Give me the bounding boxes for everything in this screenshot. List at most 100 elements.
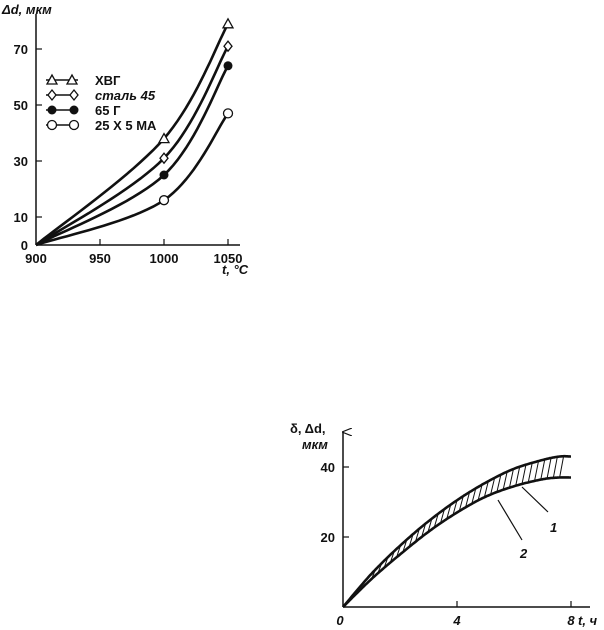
chart1-data-point: [222, 108, 234, 119]
chart2-xlabel: t, ч: [578, 613, 598, 628]
triangle-marker-icon: [65, 73, 79, 85]
chart1-data-point: [159, 170, 169, 180]
series-2-leader-line: [497, 499, 523, 541]
chart2-y-tick: 20: [321, 530, 349, 545]
chart2-x-tick-label: 4: [452, 613, 461, 628]
chart2-series-line-1: [342, 454, 571, 608]
hatch-line: [508, 468, 514, 488]
chart1-x-tick-label: 1000: [150, 251, 179, 266]
series-2-label: 2: [519, 546, 528, 561]
chart1-y-tick: 10: [14, 210, 42, 225]
chart1-x-tick-label: 900: [25, 251, 47, 266]
hatch-line: [483, 481, 489, 498]
chart1-series-2: [35, 61, 233, 247]
legend-item-25x5ma: 25 Х 5 МА: [46, 118, 157, 133]
chart1-series-0: [35, 17, 235, 247]
hatch-line: [458, 495, 464, 512]
chart1-y-tick: 50: [14, 98, 42, 113]
chart2-x-tick-label: 8: [567, 613, 575, 628]
chart1-y-tick-label: 0: [21, 238, 28, 253]
chart1-ylabel: Δd, мкм: [1, 2, 52, 17]
diamond-marker-icon: [47, 88, 57, 102]
chart2-y-tick-label: 20: [321, 530, 335, 545]
hatch-line: [534, 460, 540, 482]
chart1-data-point: [159, 152, 169, 165]
hatch-line: [452, 500, 458, 516]
legend-item-steel45: сталь 45: [46, 88, 156, 103]
chart1-x-tick: 1000: [150, 239, 179, 266]
filled-circle-marker-icon: [47, 105, 57, 115]
chart2-hatch-band: [371, 456, 565, 580]
chart-1: Δd, мкм 0 10 30 50 70 900 950 1000 1050 t, °C Х…: [1, 2, 249, 277]
chart2-x-tick: 0: [336, 613, 344, 628]
hatch-line: [446, 504, 452, 520]
triangle-marker-icon: [45, 73, 59, 85]
hatch-line: [433, 513, 439, 528]
legend-label: 25 Х 5 МА: [95, 118, 157, 133]
legend-label: 65 Г: [95, 103, 121, 118]
hatch-line: [540, 459, 546, 480]
hatch-line: [521, 464, 527, 485]
series-1-label: 1: [550, 520, 557, 535]
chart1-data-point: [223, 40, 233, 53]
hatch-line: [559, 456, 565, 478]
hatch-line: [471, 488, 477, 504]
hatch-line: [502, 471, 508, 490]
chart1-series-1: [35, 40, 233, 247]
chart1-data-point: [158, 195, 170, 206]
chart1-x-tick: 1050: [214, 239, 243, 266]
chart1-y-tick-label: 30: [14, 154, 28, 169]
chart2-y-tick-label: 40: [321, 460, 335, 475]
chart1-data-point: [221, 17, 235, 29]
chart2-series: [342, 454, 571, 608]
chart1-legend: ХВГ сталь 45 65 Г 25 Х 5 МА: [45, 73, 157, 133]
chart2-ylabel-line2: мкм: [302, 437, 328, 452]
chart1-series: [35, 17, 235, 247]
chart1-data-point: [223, 61, 233, 71]
legend-item-xvg: ХВГ: [45, 73, 121, 88]
chart2-x-tick: 8: [567, 601, 575, 628]
chart1-x-tick-label: 1050: [214, 251, 243, 266]
hatch-line: [439, 508, 445, 524]
hatch-line: [421, 523, 427, 538]
chart1-data-point: [157, 132, 171, 144]
chart2-series-line-2: [342, 476, 571, 608]
open-circle-marker-icon: [46, 119, 58, 131]
chart1-y-tick: 70: [14, 42, 42, 57]
chart1-y-tick-label: 10: [14, 210, 28, 225]
legend-label: сталь 45: [95, 88, 156, 103]
legend-item-65g: 65 Г: [46, 103, 121, 118]
hatch-line: [515, 466, 521, 486]
chart1-y-ticks: 0 10 30 50 70: [14, 42, 42, 253]
hatch-line: [546, 457, 552, 479]
legend-label: ХВГ: [95, 73, 121, 88]
chart1-series-line: [35, 23, 230, 247]
chart1-y-tick: 0: [21, 238, 28, 253]
filled-circle-marker-icon: [69, 105, 79, 115]
chart2-x-tick: 4: [452, 601, 461, 628]
hatch-line: [427, 518, 433, 533]
chart1-xlabel: t, °C: [222, 262, 249, 277]
chart2-x-ticks: 0 4 8: [336, 601, 575, 628]
hatch-line: [496, 474, 502, 493]
chart1-x-tick: 900: [25, 251, 47, 266]
hatch-line: [490, 477, 496, 495]
hatch-line: [465, 491, 471, 508]
chart1-series-3: [35, 108, 234, 247]
chart1-x-tick-label: 950: [89, 251, 111, 266]
hatch-line: [552, 456, 558, 478]
chart1-x-tick: 950: [89, 239, 111, 266]
series-1-leader-line: [521, 486, 549, 513]
chart1-series-line: [35, 112, 230, 247]
chart2-ylabel-line1: δ, Δd,: [290, 421, 326, 436]
chart2-y-tick: 40: [321, 460, 349, 475]
chart1-x-ticks: 900 950 1000 1050: [25, 239, 242, 266]
diamond-marker-icon: [69, 88, 79, 102]
hatch-line: [477, 484, 483, 501]
chart1-y-tick-label: 70: [14, 42, 28, 57]
chart1-y-tick-label: 50: [14, 98, 28, 113]
chart1-y-tick: 30: [14, 154, 42, 169]
